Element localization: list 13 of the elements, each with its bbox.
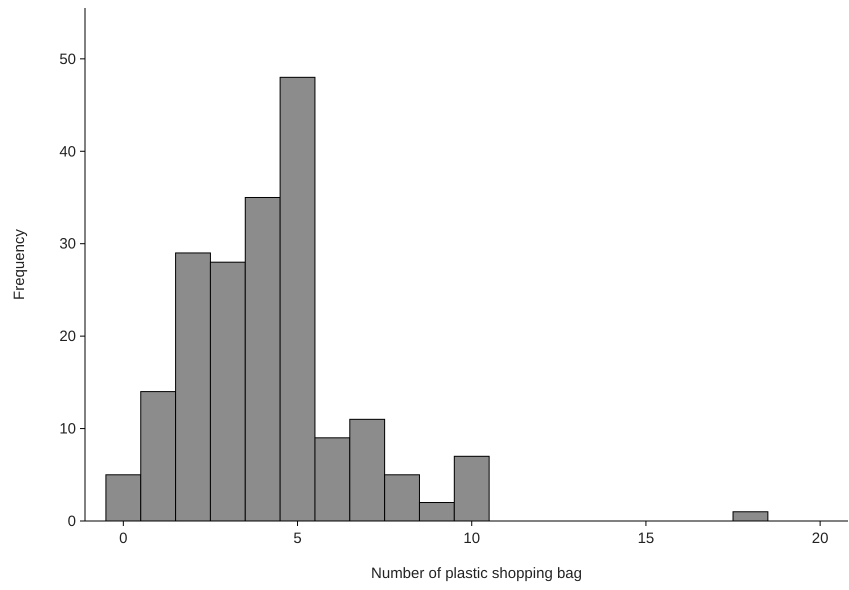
x-axis-title: Number of plastic shopping bag	[371, 565, 582, 582]
x-tick-label: 15	[638, 530, 654, 547]
y-tick-label: 20	[59, 328, 76, 346]
y-tick-label: 0	[68, 513, 76, 530]
y-axis-title: Frequency	[11, 228, 28, 300]
x-tick-label: 20	[812, 530, 828, 547]
y-tick-label: 50	[59, 50, 76, 68]
y-tick-label: 10	[59, 420, 76, 438]
x-tick-label: 10	[463, 530, 480, 547]
y-tick-label: 30	[59, 236, 76, 253]
x-tick-label: 5	[293, 530, 302, 547]
y-tick-label: 40	[59, 143, 76, 160]
x-tick-label: 0	[119, 530, 128, 547]
